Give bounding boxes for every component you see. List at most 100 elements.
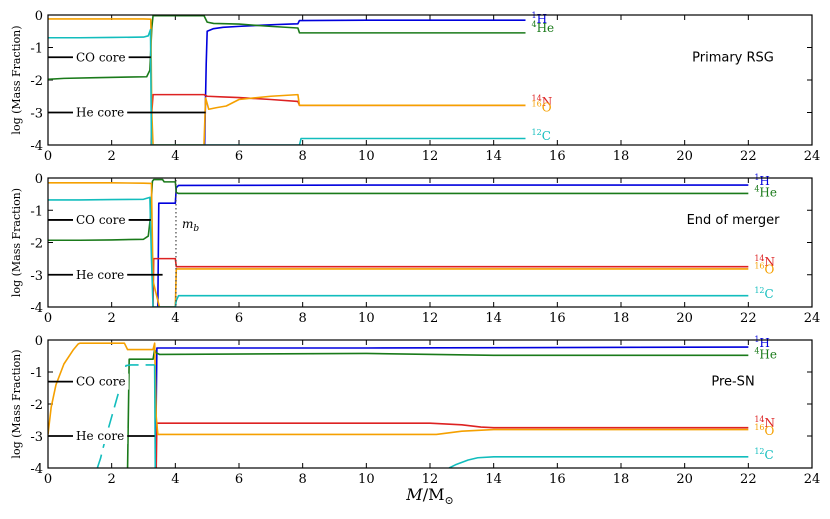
x-tick-label: 18 [613,472,630,487]
x-tick-label: 2 [108,311,116,326]
isotope-label-14N: 14N [532,94,553,109]
series-line-12C [48,28,526,145]
x-tick-label: 12 [422,149,439,164]
core-label-bg [73,49,129,66]
plot-frame [47,14,813,146]
core-marker-label: He core [76,268,124,282]
y-tick-label: -4 [30,462,43,477]
isotope-label-4He: 4He [754,185,777,200]
x-tick-label: 0 [44,149,52,164]
x-tick-label: 12 [422,472,439,487]
y-tick-label: 0 [35,172,43,187]
series-line-1H [157,184,749,307]
x-tick-label: 2 [108,149,116,164]
x-tick-label: 10 [358,311,375,326]
series-line-14N [155,422,749,468]
isotope-label-4He: 4He [754,346,777,361]
core-marker-label: CO core [76,50,126,64]
isotope-label-14N: 14N [754,415,775,430]
series-line-1H [154,346,749,468]
mb-label: mb [182,217,199,234]
panel-label: End of merger [687,213,781,228]
x-tick-label: 16 [549,472,566,487]
core-label-bg [73,104,128,121]
y-tick-label: -3 [30,107,43,122]
series-line-14N [152,257,749,307]
x-tick-label: 4 [171,149,179,164]
y-tick-label: -2 [30,74,43,89]
core-label-bg [73,428,128,444]
x-tick-label: 20 [676,472,693,487]
y-tick-label: -1 [30,366,43,381]
x-tick-label: 16 [549,149,566,164]
panel-label: Pre-SN [711,375,754,390]
core-label-bg [73,266,128,283]
series-line-4He [48,15,526,81]
core-marker-label: CO core [76,375,126,389]
series-group [48,342,749,468]
y-axis-label: log (Mass Fraction) [10,188,23,297]
x-tick-label: 8 [299,311,307,326]
isotope-label-16O: 16O [532,99,552,114]
y-tick-label: -3 [30,269,43,284]
isotope-label-12C: 12C [532,128,551,143]
x-tick-label: 22 [740,472,757,487]
series-line-16O [48,342,749,436]
isotope-label-16O: 16O [754,262,774,277]
y-tick-label: 0 [35,9,43,24]
x-tick-label: 8 [299,149,307,164]
x-tick-label: 0 [44,311,52,326]
x-tick-label: 14 [485,311,502,326]
x-tick-label: 18 [613,311,630,326]
series-line-12C [48,196,749,307]
panel-label: Primary RSG [692,50,774,65]
core-label-bg [73,373,129,390]
core-label-bg [73,211,129,228]
x-tick-label: 22 [740,311,757,326]
core-marker-label: CO core [76,213,126,227]
core-marker-label: He core [76,429,124,443]
x-tick-label: 24 [804,472,821,487]
series-line-4He [126,348,749,468]
y-tick-label: -1 [30,204,43,219]
x-tick-label: 0 [44,472,52,487]
x-axis-label: M/M⊙ [405,485,453,507]
y-tick-label: -4 [30,301,43,316]
x-tick-label: 12 [422,311,439,326]
isotope-label-14N: 14N [754,254,775,269]
isotope-label-12C: 12C [754,286,773,301]
x-tick-label: 14 [485,149,502,164]
series-line-C-drop [153,364,157,468]
series-line-16O [48,18,526,145]
y-axis-label: log (Mass Fraction) [10,25,23,134]
series-group [48,15,526,145]
x-tick-label: 16 [549,311,566,326]
series-line-4He [48,178,749,242]
y-axis-label: log (Mass Fraction) [10,349,23,458]
x-tick-label: 22 [740,149,757,164]
x-tick-label: 10 [358,472,375,487]
y-tick-label: 0 [35,334,43,349]
plot-frame [47,177,813,308]
x-tick-label: 8 [299,472,307,487]
isotope-label-4He: 4He [532,20,555,35]
x-tick-label: 10 [358,149,375,164]
series-line-1H [203,19,526,145]
x-tick-label: 2 [108,472,116,487]
x-tick-label: 6 [235,149,243,164]
x-tick-label: 20 [676,149,693,164]
x-tick-label: 14 [485,472,502,487]
series-line-12C-inner [96,364,155,468]
series-line-16O [48,182,749,307]
core-marker-label: He core [76,106,124,120]
y-tick-label: -4 [30,139,43,154]
x-tick-label: 18 [613,149,630,164]
x-tick-label: 20 [676,311,693,326]
series-line-12C [448,456,749,468]
x-tick-label: 24 [804,149,821,164]
